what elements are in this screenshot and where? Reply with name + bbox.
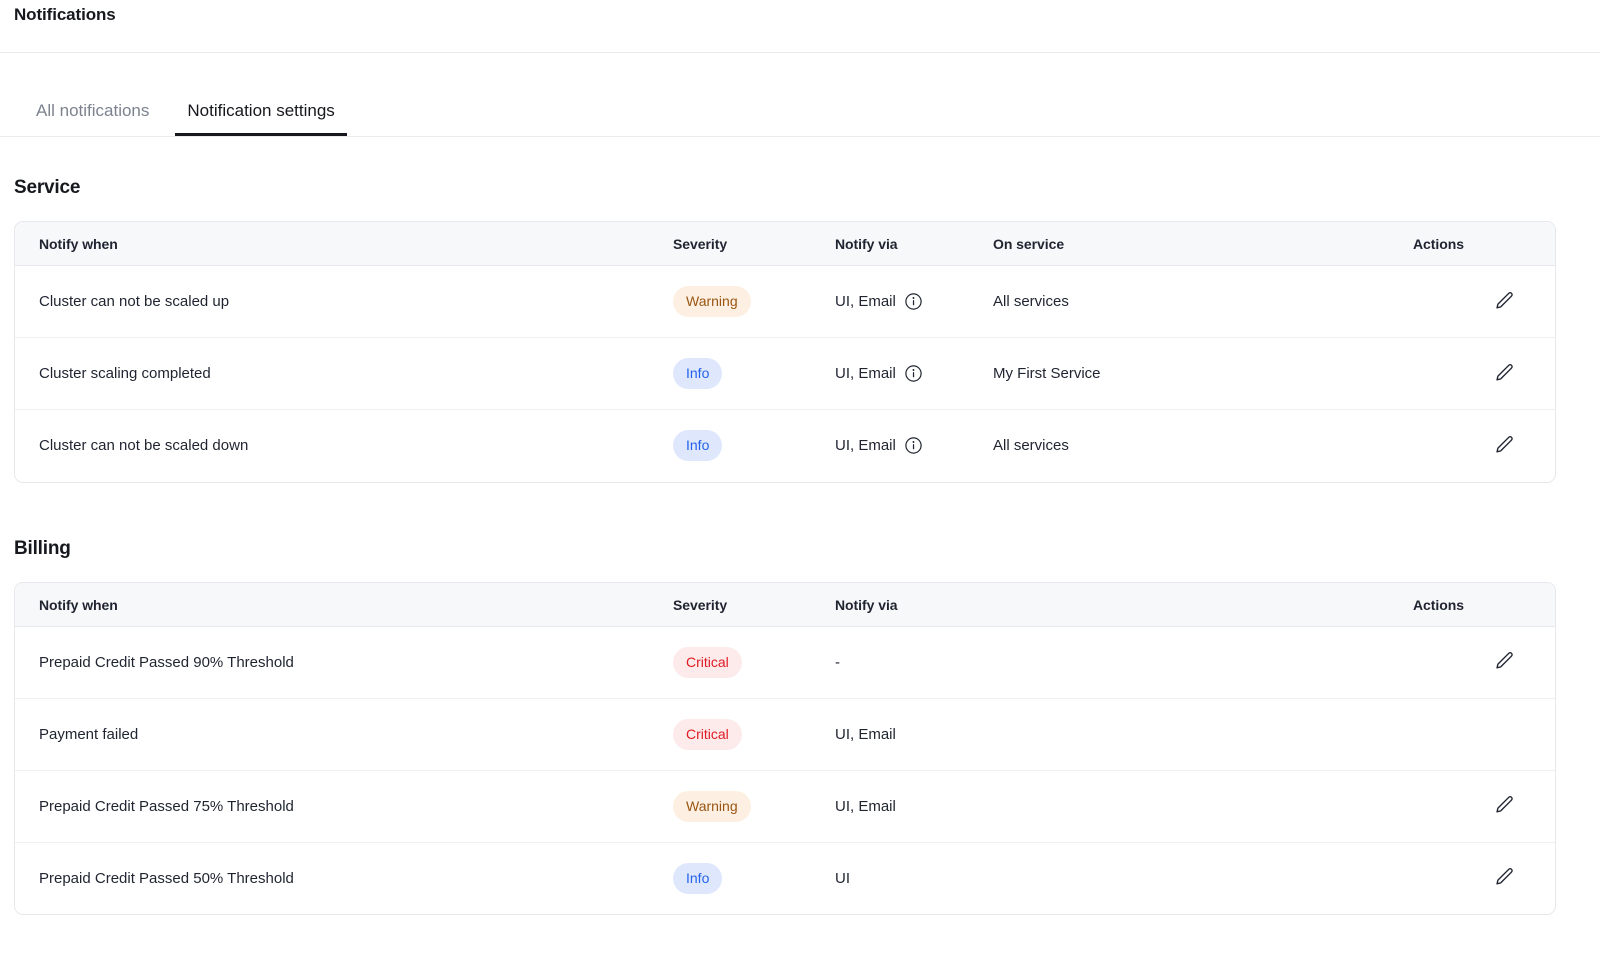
- cell-notify-via: UI, Email: [835, 265, 993, 338]
- cell-notify-via: UI, Email: [835, 337, 993, 410]
- cell-actions: [1413, 337, 1555, 410]
- status-badge: Warning: [673, 790, 751, 822]
- tab-all-notifications[interactable]: All notifications: [36, 101, 150, 120]
- table-row: Payment failed Critical UI, Email: [15, 698, 1555, 771]
- section-service: Service Notify when Severity Notify via …: [0, 177, 1600, 483]
- notify-via-text: UI, Email: [835, 725, 896, 743]
- notify-via-text: UI, Email: [835, 365, 896, 382]
- cell-severity: Critical: [673, 698, 835, 771]
- cell-notify-when: Cluster scaling completed: [15, 337, 673, 410]
- billing-notifications-table: Notify when Severity Notify via Actions …: [14, 581, 1556, 915]
- edit-button[interactable]: [1491, 864, 1517, 890]
- page-title: Notifications: [14, 5, 116, 24]
- cell-notify-via: UI: [835, 842, 1413, 914]
- cell-notify-via: UI, Email: [835, 770, 1413, 843]
- cell-actions: [1413, 410, 1555, 482]
- cell-on-service: My First Service: [993, 337, 1413, 410]
- status-badge: Info: [673, 430, 723, 462]
- table-row: Cluster can not be scaled up Warning UI,…: [15, 265, 1555, 338]
- info-circle-icon[interactable]: [905, 293, 922, 310]
- cell-severity: Info: [673, 842, 835, 914]
- cell-actions: [1413, 698, 1555, 771]
- edit-button[interactable]: [1491, 648, 1517, 674]
- column-header-on-service: On service: [993, 222, 1413, 266]
- cell-notify-via: UI, Email: [835, 698, 1413, 771]
- edit-button[interactable]: [1491, 360, 1517, 386]
- cell-severity: Critical: [673, 626, 835, 699]
- table-row: Cluster scaling completed Info UI, Email: [15, 337, 1555, 410]
- column-header-severity: Severity: [673, 582, 835, 627]
- cell-notify-when: Cluster can not be scaled down: [39, 437, 249, 455]
- page-header: Notifications: [0, 0, 1600, 53]
- column-header-notify-when: Notify when: [15, 582, 673, 627]
- status-badge: Critical: [673, 718, 742, 750]
- cell-notify-when: Prepaid Credit Passed 90% Threshold: [15, 626, 673, 699]
- column-header-actions: Actions: [1413, 582, 1555, 627]
- status-badge: Warning: [673, 286, 751, 317]
- cell-severity: Warning: [673, 770, 835, 843]
- service-notifications-table: Notify when Severity Notify via On servi…: [14, 221, 1556, 483]
- tabs-bar: All notifications Notification settings: [0, 53, 1600, 137]
- table-row: Cluster can not be scaled down Info UI, …: [15, 410, 1555, 482]
- cell-actions: [1413, 626, 1555, 699]
- status-badge: Critical: [673, 646, 742, 678]
- tab-notification-settings[interactable]: Notification settings: [175, 102, 347, 136]
- status-badge: Info: [673, 358, 723, 389]
- cell-notify-when: Prepaid Credit Passed 75% Threshold: [15, 770, 673, 843]
- cell-notify-via: UI, Email: [835, 410, 993, 482]
- status-badge: Info: [673, 862, 723, 894]
- section-title-billing: Billing: [14, 537, 71, 559]
- column-header-notify-when: Notify when: [15, 222, 673, 266]
- notify-via-text: UI, Email: [835, 293, 896, 310]
- table-header-row: Notify when Severity Notify via Actions: [15, 582, 1555, 627]
- on-service-text: All services: [993, 293, 1069, 310]
- edit-button[interactable]: [1491, 288, 1517, 314]
- cell-notify-when: Prepaid Credit Passed 50% Threshold: [39, 869, 294, 887]
- column-header-notify-via: Notify via: [835, 222, 993, 266]
- cell-severity: Info: [673, 410, 835, 482]
- section-title-service: Service: [14, 177, 81, 198]
- cell-notify-when: Payment failed: [15, 698, 673, 771]
- column-header-severity: Severity: [673, 222, 835, 266]
- cell-severity: Warning: [673, 265, 835, 338]
- info-circle-icon[interactable]: [905, 437, 922, 454]
- section-billing: Billing Notify when Severity Notify via …: [0, 537, 1600, 915]
- column-header-notify-via: Notify via: [835, 582, 1413, 627]
- on-service-text: All services: [993, 437, 1069, 455]
- cell-notify-via: -: [835, 626, 1413, 699]
- table-row: Prepaid Credit Passed 75% Threshold Warn…: [15, 770, 1555, 843]
- notify-via-text: UI: [835, 869, 850, 887]
- table-header-row: Notify when Severity Notify via On servi…: [15, 222, 1555, 266]
- notify-via-text: UI, Email: [835, 797, 896, 815]
- cell-severity: Info: [673, 337, 835, 410]
- on-service-text: My First Service: [993, 365, 1101, 382]
- cell-actions: [1413, 842, 1555, 914]
- cell-notify-when: Cluster can not be scaled up: [15, 265, 673, 338]
- cell-actions: [1413, 770, 1555, 843]
- column-header-actions: Actions: [1413, 222, 1555, 266]
- cell-actions: [1413, 265, 1555, 338]
- info-circle-icon[interactable]: [905, 365, 922, 382]
- edit-button[interactable]: [1491, 792, 1517, 818]
- notify-via-text: UI, Email: [835, 437, 896, 455]
- edit-button[interactable]: [1491, 432, 1517, 458]
- table-row: Prepaid Credit Passed 50% Threshold Info…: [15, 842, 1555, 914]
- table-row: Prepaid Credit Passed 90% Threshold Crit…: [15, 626, 1555, 699]
- cell-on-service: All services: [993, 265, 1413, 338]
- notify-via-text: -: [835, 653, 840, 671]
- cell-on-service: All services: [993, 410, 1413, 482]
